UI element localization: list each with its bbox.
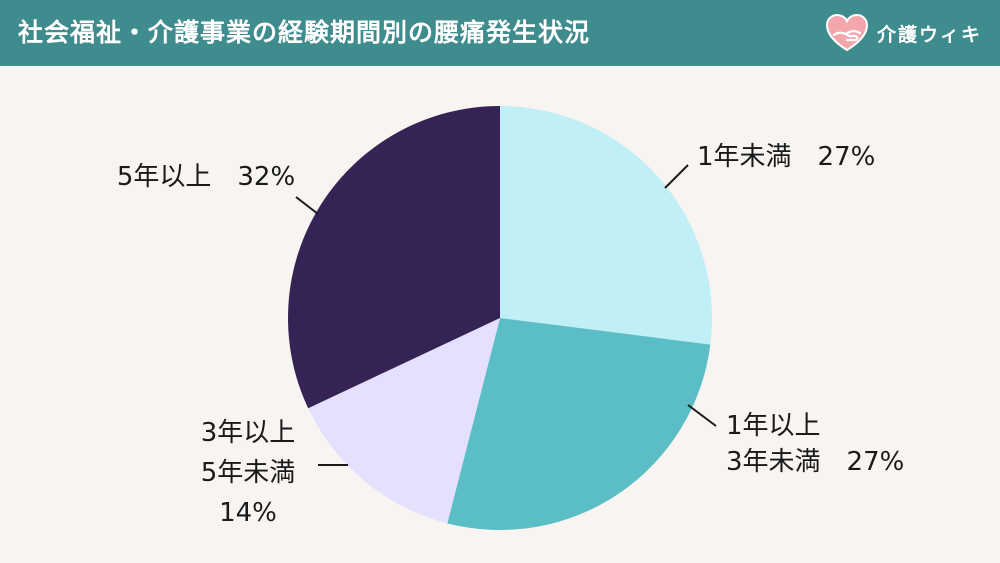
slice-label-line: 5年以上 32% bbox=[117, 162, 295, 192]
logo: 介護ウィキ bbox=[825, 12, 982, 54]
leader-line-4 bbox=[295, 196, 319, 215]
slice-label-1: 1年未満 27% bbox=[697, 142, 875, 172]
header-bar: 社会福祉・介護事業の経験期間別の腰痛発生状況 介護ウィキ bbox=[0, 0, 1000, 66]
slice-label-line: 1年未満 27% bbox=[697, 142, 875, 172]
pie-slice-3 bbox=[308, 318, 500, 524]
slice-label-line: 14% bbox=[219, 498, 277, 528]
heart-hands-icon bbox=[825, 13, 868, 52]
slice-label-3: 3年以上 5年未満 14% bbox=[201, 418, 296, 528]
leader-line-1 bbox=[664, 164, 689, 189]
slice-label-4: 5年以上 32% bbox=[117, 162, 295, 192]
slice-label-line: 3年未満 27% bbox=[726, 447, 904, 477]
leader-line-2 bbox=[687, 404, 717, 427]
page-title: 社会福祉・介護事業の経験期間別の腰痛発生状況 bbox=[18, 18, 591, 47]
pie-slice-2 bbox=[447, 318, 711, 531]
slice-label-line: 5年未満 bbox=[201, 458, 296, 488]
pie-slice-4 bbox=[288, 106, 500, 409]
slice-label-line: 3年以上 bbox=[201, 418, 296, 448]
logo-text: 介護ウィキ bbox=[876, 23, 982, 46]
slice-label-2: 1年以上 3年未満 27% bbox=[726, 411, 904, 477]
pie-chart: 1年未満 27% 1年以上 3年未満 27% 3年以上 5年未満 14% 5年以上 32% bbox=[117, 106, 904, 531]
slice-label-line: 1年以上 bbox=[726, 411, 821, 441]
pie-slice-1 bbox=[500, 106, 712, 345]
